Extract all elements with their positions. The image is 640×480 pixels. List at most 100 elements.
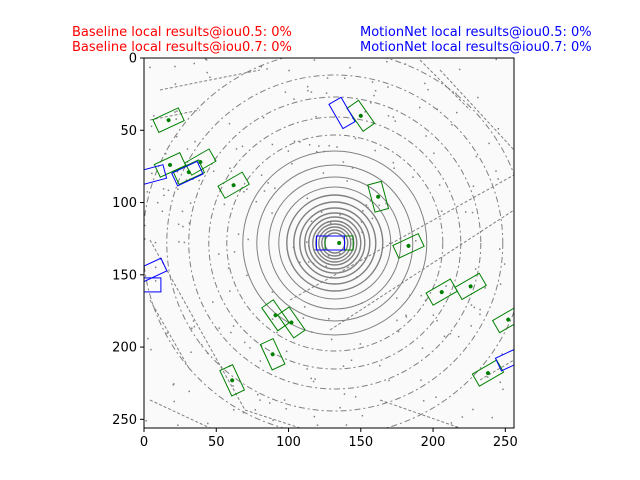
lidar-ring (304, 212, 366, 274)
lidar-point (388, 379, 390, 382)
lidar-point (209, 76, 211, 79)
axes-frame (143, 57, 515, 429)
lidar-point (425, 135, 427, 137)
lidar-point (306, 197, 309, 200)
lidar-ring (286, 194, 384, 292)
lidar-point (255, 200, 258, 203)
lidar-point (336, 146, 338, 148)
lidar-point (495, 58, 497, 61)
ground-truth-box-center (468, 284, 473, 289)
lidar-point (185, 179, 188, 181)
lidar-point (455, 426, 457, 428)
ground-truth-box-center (168, 162, 173, 167)
lidar-point (299, 141, 301, 143)
motionnet-box-outline (144, 164, 168, 187)
lidar-point (374, 89, 377, 92)
lidar-point (242, 411, 245, 414)
lidar-point (440, 210, 443, 212)
lidar-point (243, 190, 245, 193)
lidar-point (191, 327, 193, 330)
lidar-point (190, 351, 192, 353)
lidar-point (247, 238, 249, 241)
ground-truth-box-outline (184, 148, 217, 176)
lidar-point (246, 188, 248, 190)
lidar-point (457, 335, 460, 338)
lidar-point (218, 253, 220, 255)
lidar-point (292, 246, 295, 249)
lidar-point (412, 176, 414, 178)
lidar-ring (188, 96, 482, 390)
lidar-point (306, 368, 308, 370)
lidar-point (360, 221, 363, 223)
lidar-point (149, 66, 151, 69)
y-axis-ticks: 0 50 100 150 200 250 (112, 52, 144, 428)
lidar-point (186, 148, 189, 150)
x-tick-label: 50 (208, 435, 225, 450)
lidar-point (488, 142, 490, 145)
lidar-point (464, 211, 467, 213)
lidar-structure (149, 299, 191, 371)
ground-truth-box (454, 272, 487, 301)
lidar-point (228, 122, 231, 125)
lidar-point (497, 127, 500, 130)
lidar-point (175, 118, 177, 120)
lidar-point (147, 337, 149, 340)
lidar-point (268, 402, 271, 404)
lidar-point (181, 210, 184, 213)
ground-truth-box-center (485, 371, 490, 376)
lidar-ring (293, 201, 377, 285)
lidar-point (302, 317, 305, 319)
lidar-point (259, 360, 262, 362)
lidar-point (150, 125, 153, 128)
lidar-point (144, 224, 146, 227)
lidar-point (455, 92, 457, 95)
lidar-point (272, 419, 274, 422)
lidar-point (188, 222, 191, 224)
motionnet-box (144, 257, 168, 284)
lidar-point (260, 174, 263, 176)
lidar-point (495, 170, 497, 172)
ground-truth-box-outline (491, 305, 514, 334)
lidar-point (183, 241, 186, 244)
lidar-point (479, 308, 481, 311)
lidar-point (235, 148, 238, 150)
lidar-point (192, 320, 195, 322)
lidar-point (320, 211, 323, 213)
lidar-point (472, 408, 474, 411)
lidar-point (374, 149, 376, 152)
lidar-ring (308, 216, 362, 270)
lidar-point (311, 331, 313, 333)
baseline-iou05-label: Baseline local results@iou0.5: 0% (72, 25, 292, 40)
lidar-point (175, 135, 178, 138)
lidar-point (405, 316, 408, 318)
ground-truth-box-center (506, 317, 511, 322)
lidar-point (304, 306, 306, 308)
lidar-point (271, 318, 274, 320)
lidar-point (176, 110, 178, 112)
lidar-point (312, 380, 315, 383)
ground-truth-box-center (270, 352, 275, 357)
lidar-point (388, 242, 391, 245)
ground-truth-box-outline (454, 272, 487, 301)
ground-truth-box-outline (219, 363, 246, 397)
lidar-point (233, 251, 236, 253)
lidar-point (385, 202, 387, 205)
lidar-point (177, 188, 179, 190)
lidar-point (306, 241, 308, 243)
lidar-point (354, 396, 357, 398)
lidar-point (177, 223, 180, 226)
lidar-point (167, 189, 170, 192)
lidar-point (370, 102, 372, 104)
lidar-point (345, 424, 348, 426)
lidar-point (474, 268, 477, 270)
lidar-point (223, 203, 226, 206)
lidar-point (316, 424, 319, 426)
ground-truth-box (219, 363, 246, 397)
ground-truth-box-center (439, 290, 444, 295)
lidar-point (339, 213, 341, 216)
lidar-point (314, 249, 316, 251)
lidar-point (154, 266, 157, 269)
lidar-point (312, 262, 315, 265)
lidar-point (473, 306, 476, 309)
motionnet-box-outline (494, 345, 514, 372)
